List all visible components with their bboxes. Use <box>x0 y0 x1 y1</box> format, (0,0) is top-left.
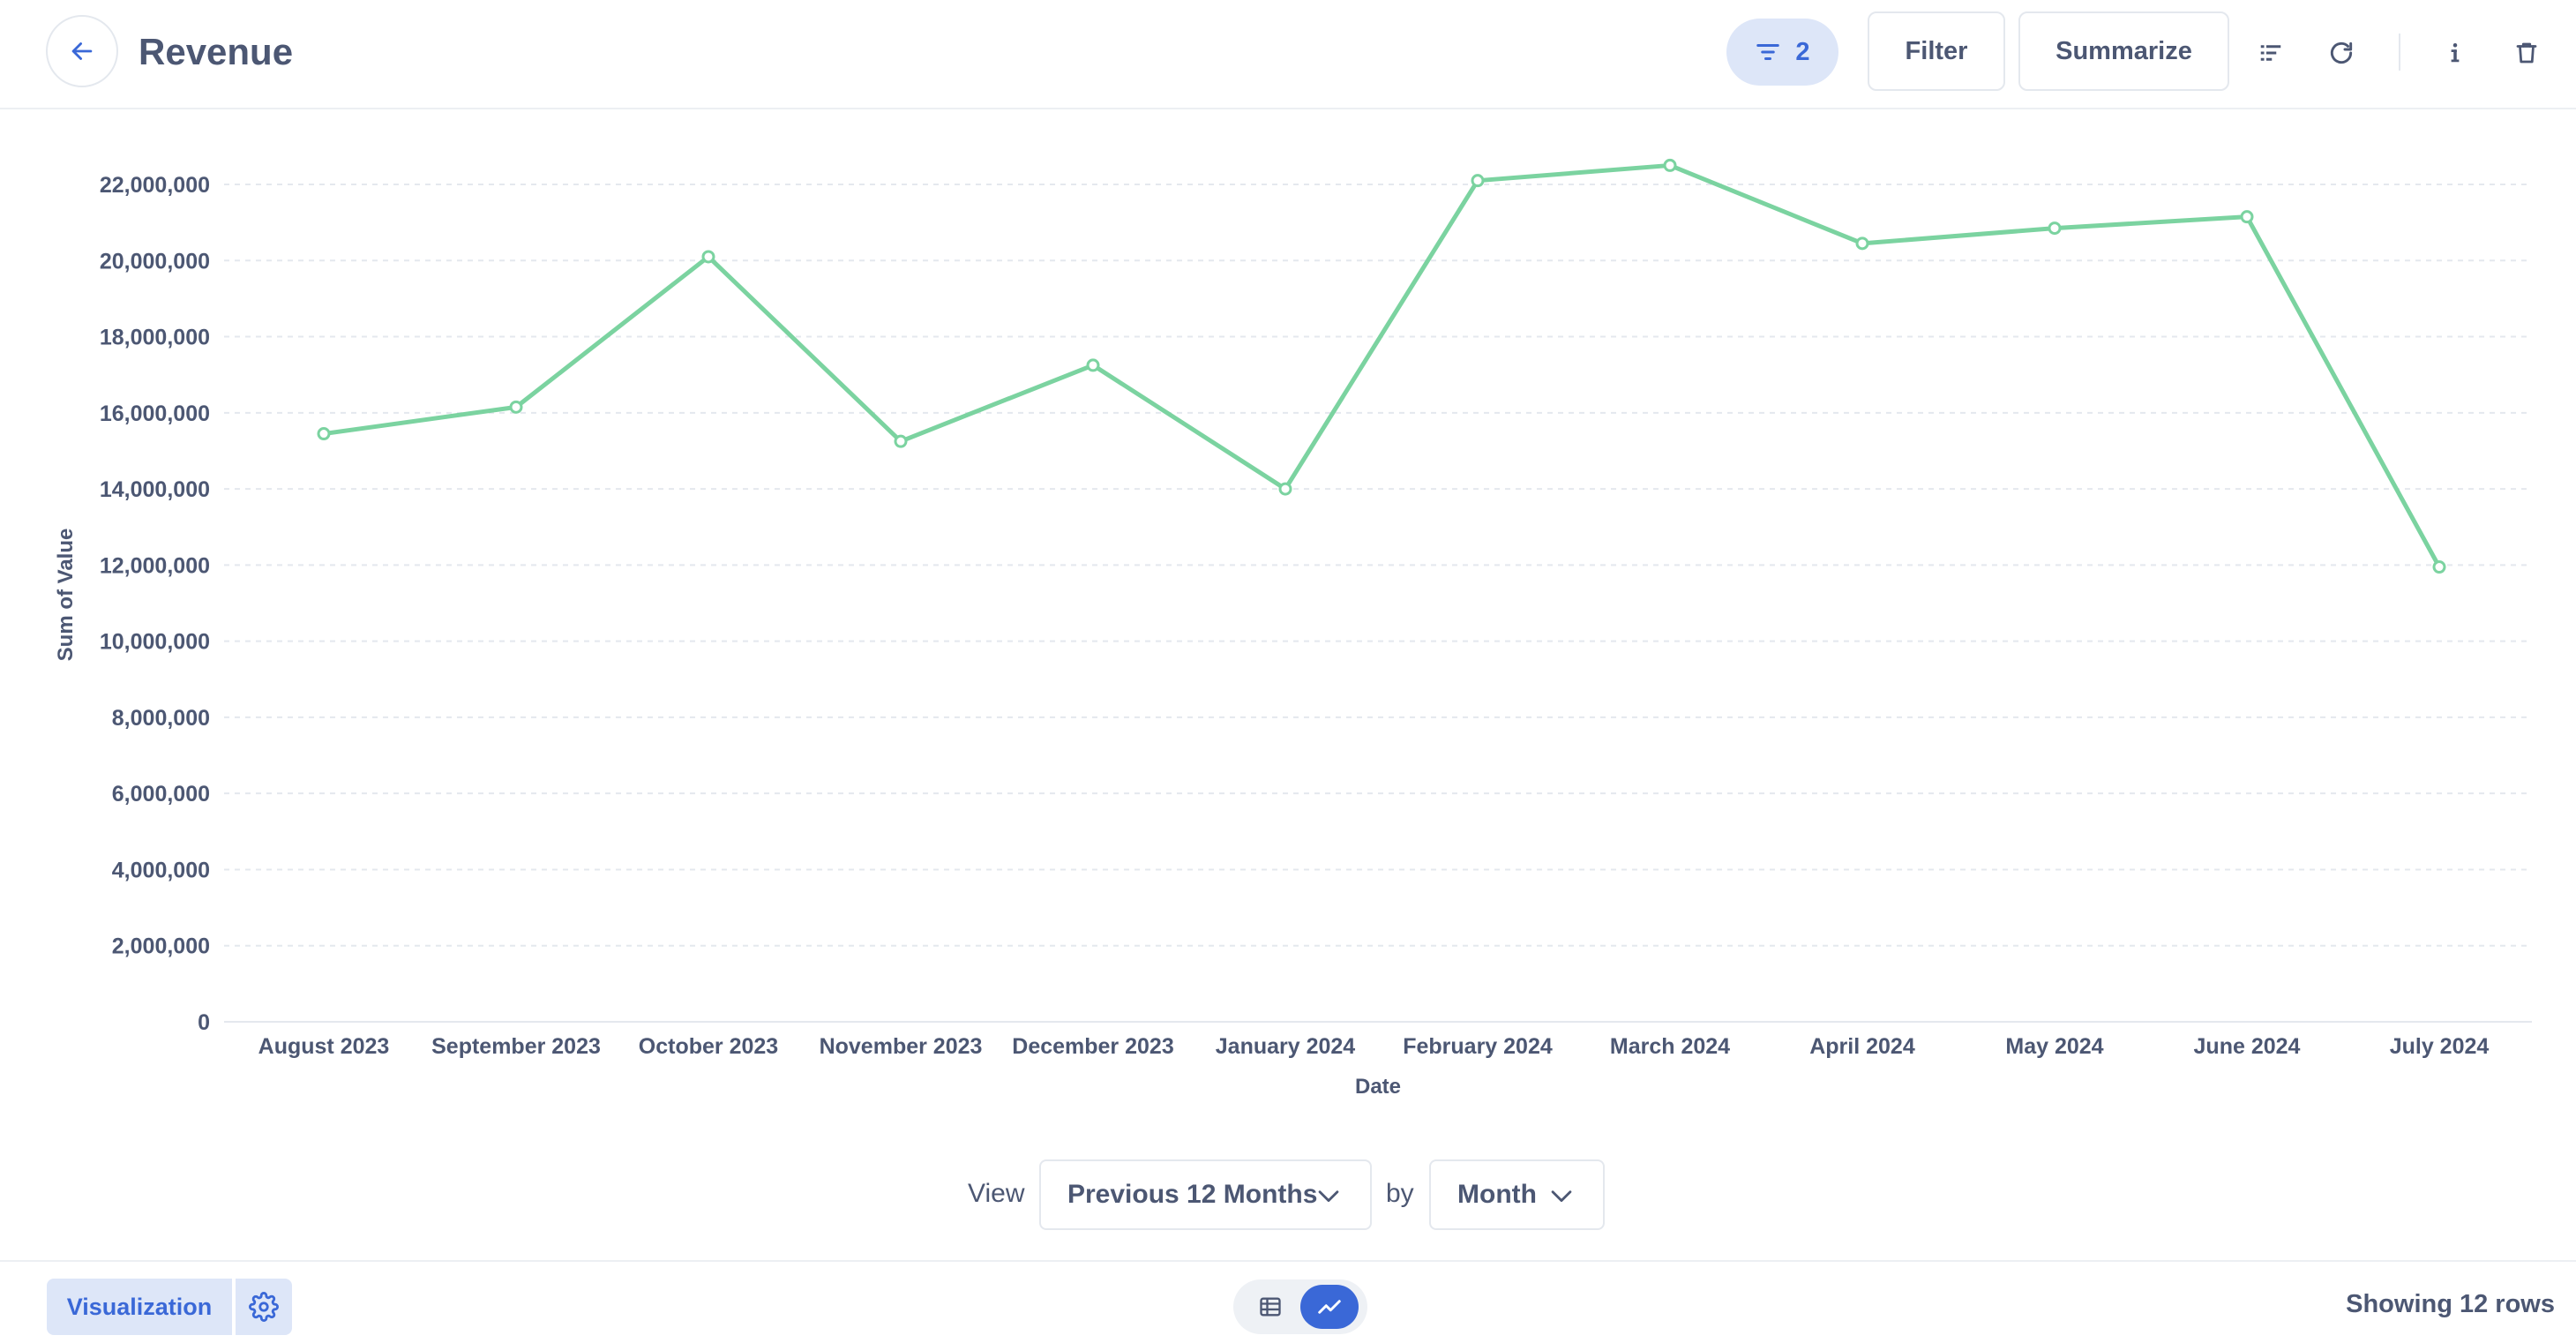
visualization-button[interactable]: Visualization <box>47 1279 232 1335</box>
filter-count: 2 <box>1795 37 1810 66</box>
footer-bar: Visualization Showing 12 rows <box>0 1260 2576 1343</box>
data-point <box>2240 210 2254 224</box>
y-tick-label: 22,000,000 <box>100 173 210 198</box>
y-tick-label: 6,000,000 <box>112 782 210 807</box>
data-point <box>1663 158 1677 172</box>
header-bar: Revenue 2 Filter Summarize <box>0 0 2576 109</box>
arrow-left-icon <box>71 42 93 60</box>
line-chart-icon <box>1318 1300 1341 1314</box>
summarize-button-label: Summarize <box>2056 36 2192 65</box>
y-axis-title: Sum of Value <box>54 529 78 662</box>
y-tick-label: 18,000,000 <box>100 326 210 350</box>
page-title: Revenue <box>139 31 294 72</box>
visualization-label: Visualization <box>66 1293 213 1320</box>
x-tick-label: February 2024 <box>1403 1034 1553 1059</box>
y-tick-label: 12,000,000 <box>100 553 210 578</box>
filter-icon <box>1756 44 1780 60</box>
x-tick-label: April 2024 <box>1809 1034 1915 1059</box>
summarize-button[interactable]: Summarize <box>2018 11 2229 91</box>
y-tick-label: 0 <box>198 1010 210 1035</box>
x-tick-label: May 2024 <box>2005 1034 2103 1059</box>
data-point <box>2432 560 2446 574</box>
data-point <box>1278 482 1292 496</box>
y-tick-label: 8,000,000 <box>112 706 210 731</box>
chart-settings-button[interactable] <box>236 1279 292 1335</box>
table-icon <box>1260 1297 1281 1317</box>
x-tick-label: July 2024 <box>2390 1034 2490 1059</box>
chevron-down-icon <box>1318 1190 1339 1203</box>
active-filters-button[interactable]: 2 <box>1726 19 1838 86</box>
delete-button[interactable] <box>2505 32 2548 74</box>
series-line <box>321 162 2442 570</box>
filter-button-label: Filter <box>1905 36 1968 65</box>
view-label: View <box>968 1179 1025 1208</box>
x-tick-label: March 2024 <box>1610 1034 1730 1059</box>
by-label: by <box>1386 1179 1414 1208</box>
row-count: Showing 12 rows <box>2346 1290 2555 1318</box>
trash-icon <box>2516 42 2537 64</box>
x-tick-label: November 2023 <box>820 1034 983 1059</box>
info-button[interactable] <box>2434 32 2476 74</box>
x-tick-label: August 2023 <box>258 1034 390 1059</box>
y-tick-label: 14,000,000 <box>100 477 210 502</box>
x-tick-label: December 2023 <box>1012 1034 1173 1059</box>
data-point <box>1086 358 1100 372</box>
refresh-button[interactable] <box>2320 32 2363 74</box>
display-toggle <box>1233 1279 1367 1334</box>
time-unit-value: Month <box>1457 1180 1537 1209</box>
x-axis-title: Date <box>1355 1075 1401 1099</box>
x-tick-label: June 2024 <box>2194 1034 2301 1059</box>
info-icon <box>2451 43 2460 63</box>
data-point <box>317 427 331 441</box>
data-point <box>1855 236 1869 251</box>
table-view-button[interactable] <box>1251 1287 1290 1326</box>
gear-icon <box>249 1292 279 1322</box>
data-point <box>1471 174 1485 188</box>
date-range-value: Previous 12 Months <box>1067 1180 1318 1209</box>
refresh-icon <box>2330 41 2353 64</box>
y-tick-label: 10,000,000 <box>100 630 210 655</box>
header-divider <box>2399 34 2400 71</box>
line-chart: 0 2,000,000 4,000,000 6,000,000 8,000,000 10,… <box>54 158 2532 1099</box>
time-controls: View Previous 12 Months by Month <box>0 1159 2576 1232</box>
notebook-editor-button[interactable] <box>2250 32 2292 74</box>
y-tick-label: 2,000,000 <box>112 934 210 959</box>
data-point <box>701 250 715 264</box>
y-tick-label: 20,000,000 <box>100 249 210 274</box>
chart-view-button[interactable] <box>1300 1285 1359 1329</box>
data-point <box>894 434 908 448</box>
chevron-down-icon <box>1551 1190 1572 1203</box>
y-tick-label: 16,000,000 <box>100 401 210 426</box>
data-point <box>2048 221 2062 236</box>
notebook-icon <box>2260 45 2281 61</box>
y-tick-label: 4,000,000 <box>112 858 210 882</box>
x-tick-label: October 2023 <box>639 1034 778 1059</box>
filter-button[interactable]: Filter <box>1868 11 2005 91</box>
date-range-select[interactable]: Previous 12 Months <box>1039 1159 1372 1230</box>
data-point <box>509 400 523 414</box>
x-tick-label: September 2023 <box>431 1034 601 1059</box>
time-unit-select[interactable]: Month <box>1429 1159 1605 1230</box>
back-button[interactable] <box>46 15 118 87</box>
x-tick-label: January 2024 <box>1216 1034 1356 1059</box>
